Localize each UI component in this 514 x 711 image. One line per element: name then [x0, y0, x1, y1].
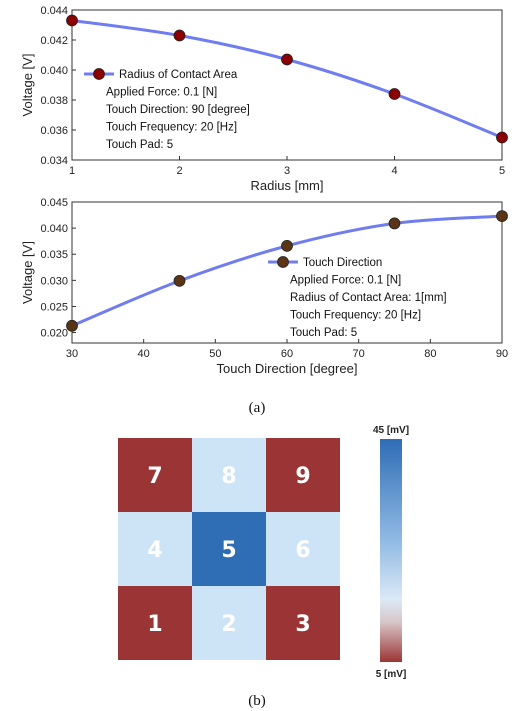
legend-note: Touch Frequency: 20 [Hz] [290, 310, 421, 322]
heatmap-cell: 6 [266, 512, 340, 586]
data-point [66, 14, 78, 27]
colorbar-gradient [380, 439, 402, 662]
legend-series-name: Touch Direction [303, 257, 382, 269]
legend-note: Touch Direction: 90 [degree] [106, 104, 250, 116]
heatmap-cell: 5 [192, 512, 266, 586]
heatmap-cell-fill [192, 512, 266, 586]
data-point [173, 29, 186, 42]
heatmap-cell-label: 2 [221, 612, 236, 637]
plot-frame [71, 201, 503, 344]
chart-radius: 1 2 3 4 5 0.034 0.036 0.038 0.040 0.042 0.044 Radi… [20, 5, 508, 193]
heatmap-cell: 2 [192, 586, 266, 660]
legend-note: Touch Frequency: 20 [Hz] [106, 122, 237, 134]
y-tick-label: 0.036 [40, 125, 68, 137]
heatmap-cell-label: 8 [221, 464, 236, 489]
heatmap-cell: 9 [266, 438, 340, 512]
legend-note: Touch Pad: 5 [290, 327, 357, 339]
heatmap-cell-fill [118, 512, 192, 586]
legend: Radius of Contact Area Applied Force: 0.1… [84, 68, 250, 151]
x-axis-label: Radius [mm] [251, 178, 324, 193]
y-tick-label: 0.044 [40, 5, 68, 17]
heatmap-cell: 3 [266, 586, 340, 660]
heatmap-cell-fill [266, 586, 340, 660]
colorbar: 45 [mV] 5 [mV] [373, 425, 409, 680]
y-tick-label: 0.045 [40, 197, 68, 209]
x-tick-label: 70 [353, 348, 365, 360]
legend: Touch Direction Applied Force: 0.1 [N] Rad… [268, 256, 447, 339]
heatmap-cell-fill [266, 438, 340, 512]
x-tick-label: 1 [69, 165, 75, 177]
heatmap-cell-label: 7 [147, 464, 162, 489]
y-tick-label: 0.030 [40, 275, 68, 287]
data-point [496, 131, 508, 144]
data-point [388, 88, 401, 100]
heatmap-cell-fill [266, 512, 340, 586]
x-axis-label: Touch Direction [degree] [217, 361, 358, 376]
heatmap-cell-label: 1 [147, 612, 162, 637]
legend-note: Touch Pad: 5 [106, 139, 173, 151]
heatmap-cell-fill [118, 586, 192, 660]
legend-note: Applied Force: 0.1 [N] [106, 87, 217, 99]
chart-touch-direction: 30 40 50 60 70 80 90 0.020 0.025 0.030 0.035 0.040 0… [20, 197, 508, 376]
heatmap-cell: 4 [118, 512, 192, 586]
heatmap-cell-fill [118, 438, 192, 512]
series-line [71, 214, 503, 328]
touch-pad-heatmap: 7 8 9 4 5 6 1 2 3 [118, 438, 340, 660]
x-tick-label: 5 [499, 165, 505, 177]
data-point [281, 53, 293, 66]
caption-a: (a) [249, 400, 266, 416]
y-axis-label: Voltage [V] [20, 241, 35, 304]
plot-frame [71, 9, 503, 161]
y-tick-label: 0.038 [40, 95, 68, 107]
legend-note: Radius of Contact Area: 1[mm] [290, 292, 447, 304]
colorbar-max-label: 45 [mV] [373, 425, 409, 436]
heatmap-cell: 1 [118, 586, 192, 660]
data-point [173, 274, 186, 287]
y-tick-label: 0.034 [40, 155, 68, 167]
heatmap-cell-label: 3 [295, 612, 310, 637]
heatmap-cell-label: 6 [295, 538, 310, 563]
y-tick-label: 0.025 [40, 301, 68, 313]
heatmap-cell: 8 [192, 438, 266, 512]
y-tick-label: 0.042 [40, 35, 68, 47]
x-tick-label: 3 [284, 165, 290, 177]
heatmap-cell-fill [192, 438, 266, 512]
y-axis-label: Voltage [V] [20, 54, 35, 117]
heatmap-cell-fill [192, 586, 266, 660]
data-point [281, 239, 293, 252]
heatmap-cell-label: 9 [295, 464, 310, 489]
legend-marker [93, 68, 105, 80]
legend-marker [277, 256, 289, 268]
data-point [388, 217, 401, 230]
y-tick-label: 0.035 [40, 249, 68, 261]
y-tick-label: 0.040 [40, 65, 68, 77]
x-tick-label: 40 [138, 348, 150, 360]
y-tick-label: 0.020 [40, 328, 68, 340]
data-point [66, 319, 78, 332]
data-point [496, 210, 508, 223]
colorbar-min-label: 5 [mV] [376, 669, 407, 680]
legend-note: Applied Force: 0.1 [N] [290, 275, 401, 287]
legend-series-name: Radius of Contact Area [119, 69, 238, 81]
y-tick-label: 0.040 [40, 223, 68, 235]
heatmap-cell-label: 4 [147, 538, 162, 563]
x-tick-label: 50 [209, 348, 221, 360]
x-tick-label: 80 [424, 348, 436, 360]
x-tick-label: 60 [281, 348, 293, 360]
x-tick-label: 30 [66, 348, 78, 360]
heatmap-cell-label: 5 [221, 538, 236, 563]
x-tick-label: 2 [176, 165, 182, 177]
x-tick-label: 90 [496, 348, 508, 360]
heatmap-cell: 7 [118, 438, 192, 512]
x-tick-label: 4 [391, 165, 397, 177]
caption-b: (b) [248, 693, 266, 709]
